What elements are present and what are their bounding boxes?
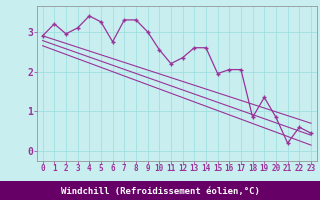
Text: Windchill (Refroidissement éolien,°C): Windchill (Refroidissement éolien,°C) [60,187,260,196]
